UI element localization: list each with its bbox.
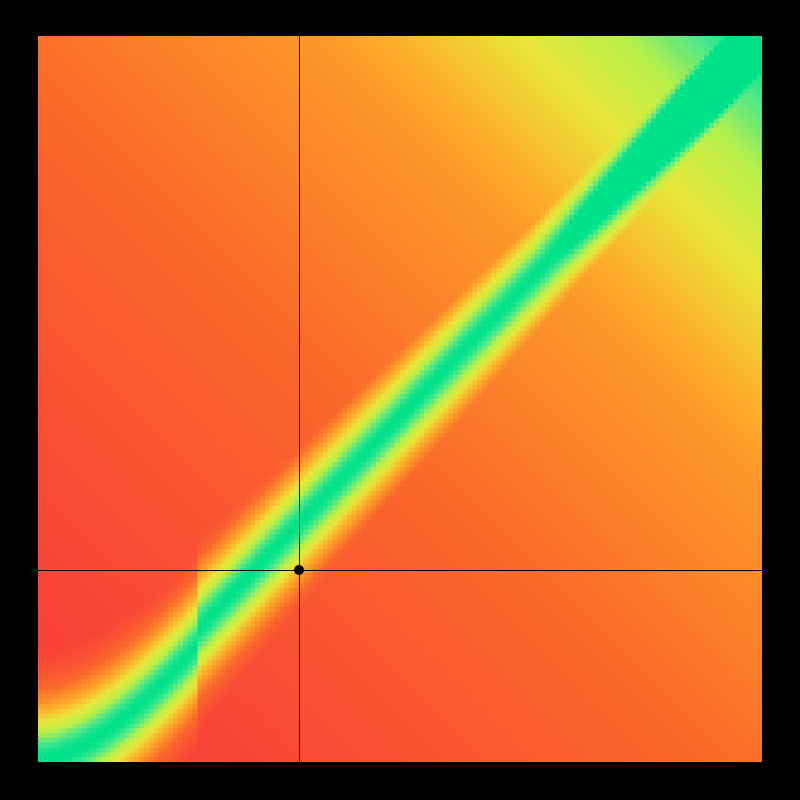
heatmap-plot: [38, 36, 762, 762]
heatmap-canvas: [38, 36, 762, 762]
plot-frame: [0, 0, 800, 800]
chart-container: TheBottleneck.com: [0, 0, 800, 800]
